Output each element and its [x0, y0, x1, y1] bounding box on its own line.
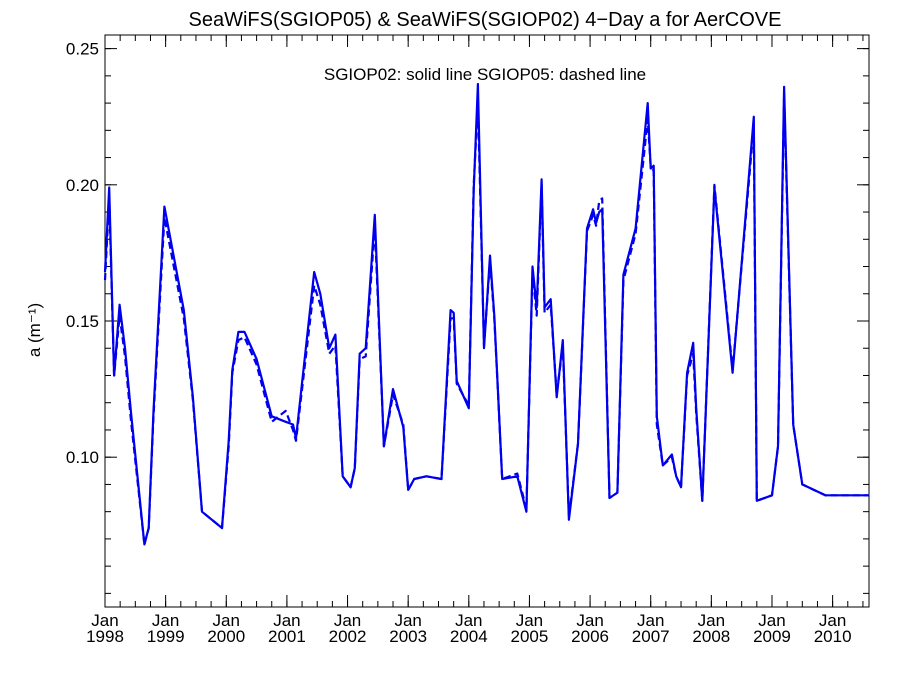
x-tick-month: Jan — [516, 611, 543, 630]
x-tick-year: 2006 — [571, 627, 609, 646]
x-tick-month: Jan — [394, 611, 421, 630]
x-tick-year: 2009 — [753, 627, 791, 646]
series-lines — [103, 82, 869, 546]
x-tick-year: 1998 — [86, 627, 124, 646]
x-tick-year: 2002 — [329, 627, 367, 646]
x-tick-year: 2000 — [207, 627, 245, 646]
x-tick-year: 2010 — [814, 627, 852, 646]
x-tick-year: 2001 — [268, 627, 306, 646]
x-tick-month: Jan — [758, 611, 785, 630]
chart-title: SeaWiFS(SGIOP05) & SeaWiFS(SGIOP02) 4−Da… — [189, 9, 782, 31]
x-tick-year: 1999 — [147, 627, 185, 646]
x-tick-month: Jan — [334, 611, 361, 630]
y-axis-label: a (m⁻¹) — [25, 303, 44, 357]
x-tick-year: 2004 — [450, 627, 488, 646]
x-tick-year: 2003 — [389, 627, 427, 646]
x-tick-month: Jan — [213, 611, 240, 630]
x-tick-month: Jan — [819, 611, 846, 630]
line-style-annotation: SGIOP02: solid line SGIOP05: dashed line — [324, 65, 646, 84]
x-tick-month: Jan — [637, 611, 664, 630]
x-tick-month: Jan — [698, 611, 725, 630]
y-tick-label: 0.20 — [66, 176, 99, 195]
x-tick-month: Jan — [455, 611, 482, 630]
x-tick-year: 2008 — [692, 627, 730, 646]
x-tick-year: 2007 — [632, 627, 670, 646]
y-tick-label: 0.15 — [66, 312, 99, 331]
x-tick-month: Jan — [91, 611, 118, 630]
x-axis-ticks: Jan1998Jan1999Jan2000Jan2001Jan2002Jan20… — [86, 35, 864, 646]
x-tick-month: Jan — [273, 611, 300, 630]
x-tick-month: Jan — [152, 611, 179, 630]
x-tick-year: 2005 — [511, 627, 549, 646]
y-axis-ticks: 0.10 0.15 0.20 0.25 — [66, 40, 869, 594]
y-tick-label: 0.10 — [66, 448, 99, 467]
y-tick-label: 0.25 — [66, 40, 99, 59]
x-tick-month: Jan — [576, 611, 603, 630]
series-line-sgiop05 — [103, 93, 869, 546]
